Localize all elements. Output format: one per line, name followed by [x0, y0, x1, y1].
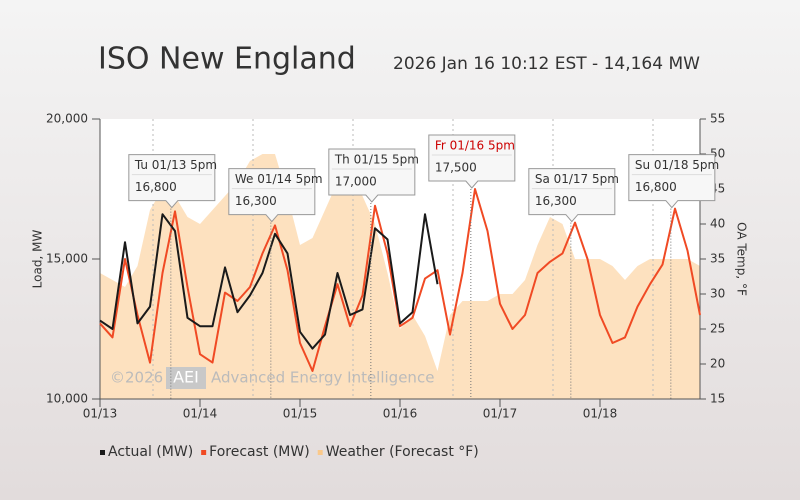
x-tick-label: 01/18 — [583, 407, 618, 421]
annotation-value: 17,500 — [435, 161, 477, 175]
annotation-title: Tu 01/13 5pm — [134, 158, 217, 172]
annotation-title: Th 01/15 5pm — [334, 153, 419, 167]
watermark: AEI — [173, 368, 199, 387]
y-axis-label: Load, MW — [31, 230, 45, 289]
watermark: Advanced Energy Intelligence — [211, 369, 434, 387]
y-tick-label: 15,000 — [46, 252, 88, 266]
annotation-value: 16,300 — [235, 194, 277, 208]
annotation-title: Su 01/18 5pm — [635, 158, 719, 172]
annotation-box — [428, 134, 516, 189]
annotation-box — [228, 168, 316, 223]
legend-label: Forecast (MW) — [209, 444, 310, 460]
y2-tick-label: 35 — [710, 252, 725, 266]
y2-tick-label: 25 — [710, 322, 725, 336]
annotation-box — [328, 148, 416, 203]
chart-title: ISO New England — [98, 42, 356, 77]
x-tick-label: 01/17 — [483, 407, 518, 421]
series-line — [99, 213, 439, 350]
x-tick-label: 01/15 — [283, 407, 318, 421]
series-line — [99, 188, 701, 372]
legend-label: Weather (Forecast °F) — [326, 444, 479, 460]
legend-swatch — [201, 450, 207, 455]
y2-tick-label: 15 — [710, 392, 725, 406]
annotation-box — [528, 168, 616, 223]
watermark: ©2026 — [110, 369, 163, 387]
annotation-value: 17,000 — [335, 175, 377, 189]
weather-area — [100, 154, 700, 399]
annotation-title: We 01/14 5pm — [235, 172, 323, 186]
y2-tick-label: 40 — [710, 217, 725, 231]
annotation-title: Sa 01/17 5pm — [535, 172, 619, 186]
annotation-value: 16,800 — [135, 180, 177, 194]
annotation-box — [128, 154, 216, 209]
watermark-logo-box — [166, 367, 206, 389]
x-tick-label: 01/14 — [183, 407, 218, 421]
y-tick-label: 20,000 — [46, 112, 88, 126]
y2-tick-label: 55 — [710, 112, 725, 126]
chart-subtitle: 2026 Jan 16 10:12 EST - 14,164 MW — [393, 54, 700, 74]
x-tick-label: 01/16 — [383, 407, 418, 421]
legend-label: Actual (MW) — [108, 444, 193, 460]
x-tick-label: 01/13 — [83, 407, 118, 421]
annotation-value: 16,300 — [535, 194, 577, 208]
legend-swatch — [100, 450, 105, 455]
y2-tick-label: 30 — [710, 287, 725, 301]
legend-swatch — [317, 450, 323, 455]
y2-tick-label: 20 — [710, 357, 725, 371]
annotation-value: 16,800 — [635, 180, 677, 194]
y2-axis-label: OA Temp, °F — [735, 222, 749, 296]
annotation-box — [628, 154, 716, 209]
y-tick-label: 10,000 — [46, 392, 88, 406]
annotation-title: Fr 01/16 5pm — [435, 139, 515, 153]
